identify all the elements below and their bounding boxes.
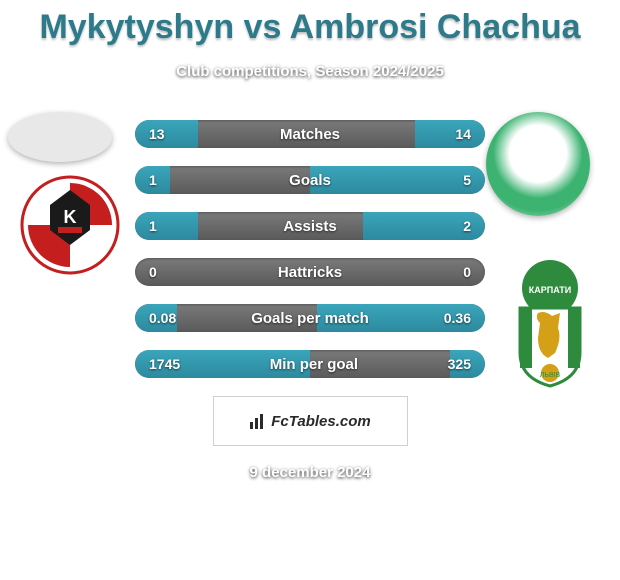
chart-icon [249, 412, 267, 430]
stat-value-right: 14 [455, 126, 471, 142]
stat-value-right: 0.36 [444, 310, 471, 326]
stat-value-left: 1745 [149, 356, 180, 372]
stat-label: Matches [165, 126, 456, 143]
stat-row: 0.08Goals per match0.36 [135, 304, 485, 332]
stat-value-left: 1 [149, 218, 157, 234]
stat-label: Goals [157, 172, 463, 189]
stat-row: 13Matches14 [135, 120, 485, 148]
source-label: FcTables.com [271, 413, 370, 430]
stat-value-right: 0 [463, 264, 471, 280]
stat-row: 1Goals5 [135, 166, 485, 194]
date-label: 9 december 2024 [0, 464, 620, 481]
stat-label: Hattricks [157, 264, 463, 281]
stat-label: Min per goal [180, 356, 447, 373]
stat-value-left: 1 [149, 172, 157, 188]
stat-label: Goals per match [176, 310, 444, 327]
stat-value-left: 0 [149, 264, 157, 280]
stat-value-right: 5 [463, 172, 471, 188]
page-title: Mykytyshyn vs Ambrosi Chachua [0, 0, 620, 47]
stat-value-left: 13 [149, 126, 165, 142]
stat-label: Assists [157, 218, 463, 235]
stat-value-left: 0.08 [149, 310, 176, 326]
stat-row: 1Assists2 [135, 212, 485, 240]
source-badge: FcTables.com [213, 396, 408, 446]
stat-value-right: 2 [463, 218, 471, 234]
stats-container: 13Matches141Goals51Assists20Hattricks00.… [0, 120, 620, 378]
stat-row: 0Hattricks0 [135, 258, 485, 286]
subtitle: Club competitions, Season 2024/2025 [0, 63, 620, 80]
stat-row: 1745Min per goal325 [135, 350, 485, 378]
stat-value-right: 325 [448, 356, 471, 372]
